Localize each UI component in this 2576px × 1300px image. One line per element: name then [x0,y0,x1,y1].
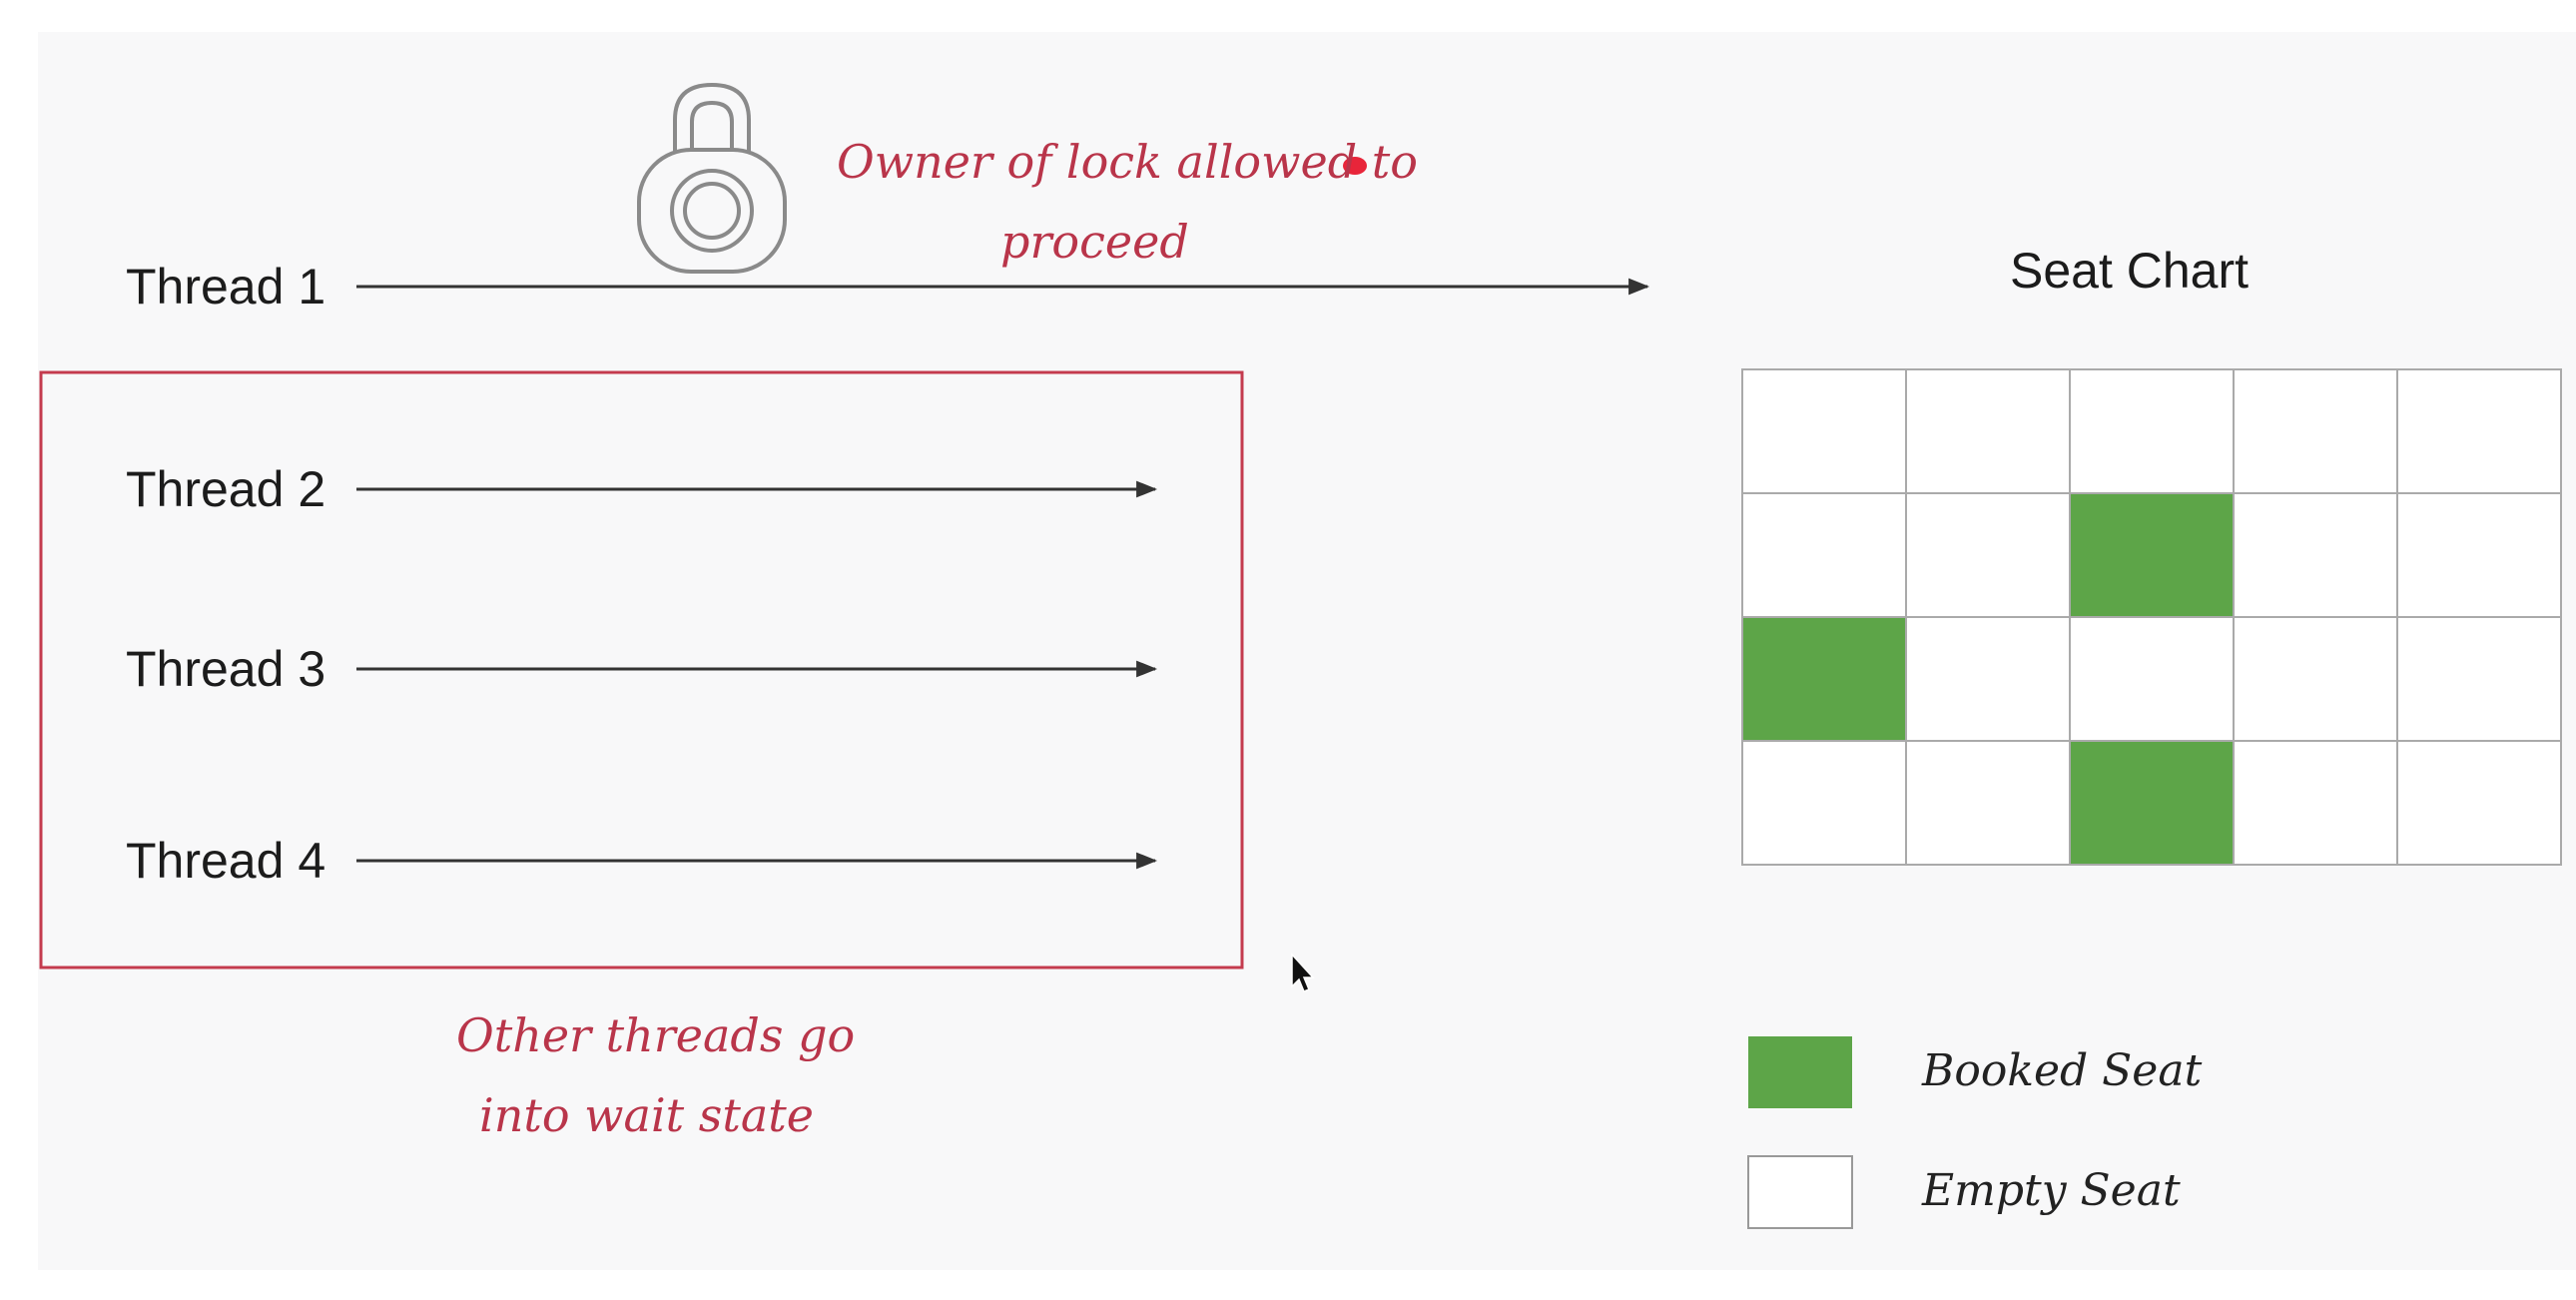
seat-empty [2233,492,2398,618]
seat-empty [1741,492,1907,618]
thread-4-label: Thread 4 [126,833,326,889]
wait-state-box [39,370,1244,970]
seat-empty [2233,616,2398,742]
legend-empty-label: Empty Seat [1922,1165,2181,1216]
lock-owner-note-line-2: proceed [1000,215,1189,269]
lock-owner-note-line-1: Owner of lock allowed to [837,135,1418,189]
padlock-icon [637,82,787,274]
seat-chart-title: Seat Chart [2010,243,2250,299]
seat-empty [2396,492,2562,618]
seat-empty [1905,368,2071,494]
legend-booked-swatch [1748,1036,1852,1108]
seat-booked [2069,492,2235,618]
seat-empty [1905,740,2071,866]
thread-2-label: Thread 2 [126,461,326,517]
seat-empty [1905,492,2071,618]
seat-empty [2396,740,2562,866]
wait-note-line-1: Other threads go [456,1008,856,1062]
seat-booked [2069,740,2235,866]
mouse-cursor-icon [1291,953,1315,992]
seat-empty [1741,368,1907,494]
seat-empty [2069,368,2235,494]
seat-empty [2233,740,2398,866]
seat-empty [2396,368,2562,494]
wait-note-line-2: into wait state [479,1088,814,1142]
legend-booked-label: Booked Seat [1922,1045,2203,1096]
thread-3-label: Thread 3 [126,641,326,697]
legend-empty-swatch [1747,1155,1853,1229]
seat-booked [1741,616,1907,742]
pointer-dot [1343,157,1367,175]
seat-empty [1741,740,1907,866]
seat-empty [2233,368,2398,494]
seat-empty [2069,616,2235,742]
seat-grid [1741,368,2562,866]
thread-1-label: Thread 1 [126,259,326,315]
seat-empty [2396,616,2562,742]
seat-empty [1905,616,2071,742]
